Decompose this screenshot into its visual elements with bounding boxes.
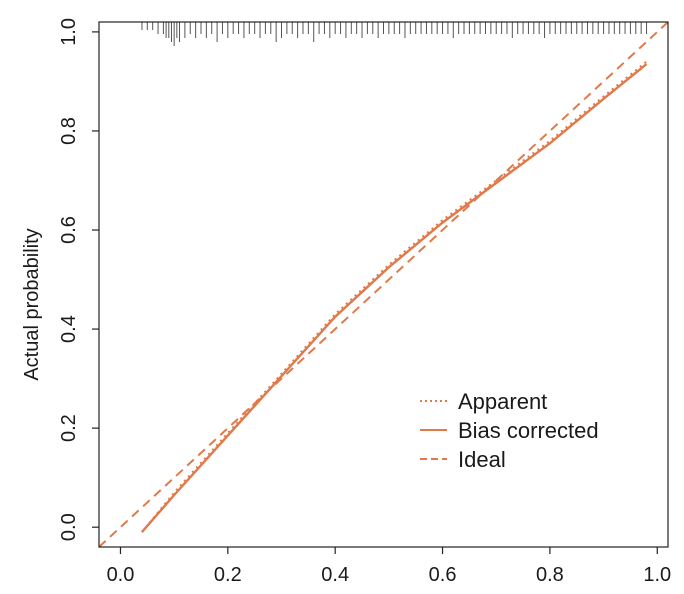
- x-tick-label-4: 0.8: [536, 564, 564, 586]
- series-line-apparent: [141, 60, 648, 533]
- series-line-ideal: [98, 21, 669, 548]
- x-tick-label-5: 1.0: [643, 564, 671, 586]
- y-tick-label-3: 0.6: [58, 216, 80, 244]
- y-tick-label-4: 0.8: [58, 117, 80, 145]
- legend-label-2: Ideal: [458, 447, 506, 472]
- y-tick-label-5: 1.0: [58, 18, 80, 46]
- y-tick-label-1: 0.2: [58, 414, 80, 442]
- x-tick-label-3: 0.6: [429, 564, 457, 586]
- x-tick-label-1: 0.2: [214, 564, 242, 586]
- y-tick-label-0: 0.0: [58, 513, 80, 541]
- legend: Apparent Bias corrected Ideal: [420, 389, 599, 472]
- x-tick-label-2: 0.4: [321, 564, 349, 586]
- y-axis-label: Actual probability: [21, 228, 43, 380]
- legend-label-1: Bias corrected: [458, 418, 599, 443]
- legend-label-0: Apparent: [458, 389, 547, 414]
- x-tick-label-0: 0.0: [107, 564, 135, 586]
- axes: 0.0 0.2 0.4 0.6 0.8 1.0 0.0 0.2 0.4 0.6 0.8 1.0: [58, 18, 671, 586]
- plot-frame: [98, 21, 669, 548]
- y-tick-label-2: 0.4: [58, 315, 80, 343]
- plot-area: [98, 21, 669, 548]
- series-line-bias-corrected: [140, 63, 648, 533]
